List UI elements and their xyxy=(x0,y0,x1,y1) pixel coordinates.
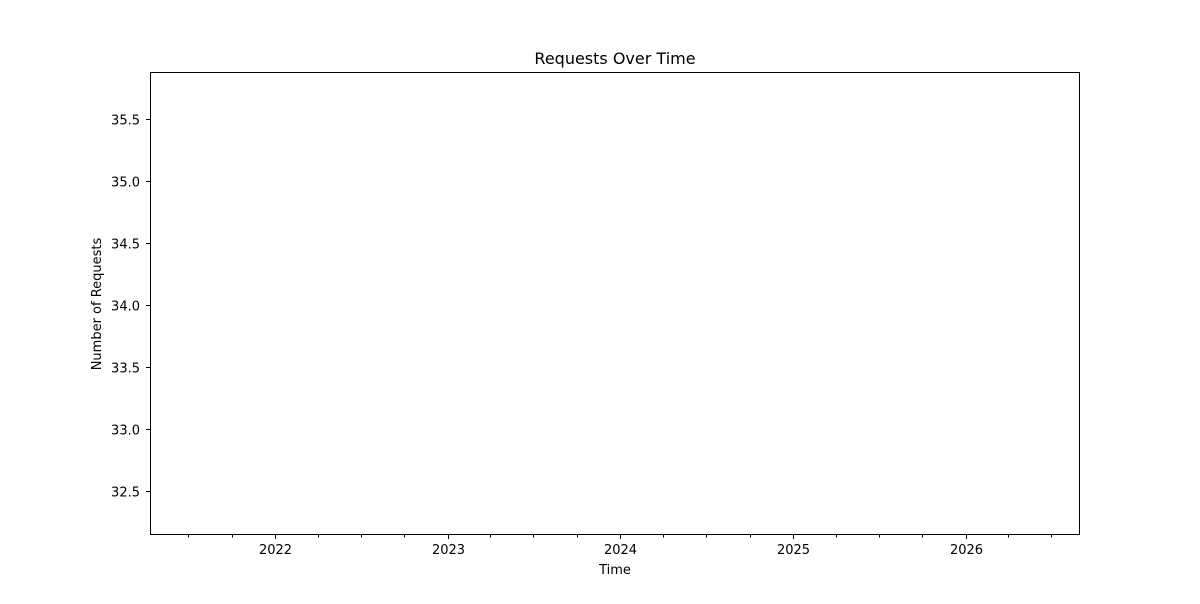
y-tick-label: 34.5 xyxy=(111,238,140,253)
plot-area-frame xyxy=(150,72,1080,535)
y-tick-label: 35.5 xyxy=(111,114,140,129)
x-tick-label: 2024 xyxy=(604,543,637,558)
x-tick-label: 2026 xyxy=(950,543,983,558)
x-axis-label: Time xyxy=(598,563,631,578)
y-tick-label: 34.0 xyxy=(111,300,140,315)
y-axis-label: Number of Requests xyxy=(90,237,105,370)
y-tick-label: 33.5 xyxy=(111,362,140,377)
axis-ticks: 2022 2023 2024 2025 2026 32.5 33.0 33.5 34.0 34.5… xyxy=(111,114,1052,558)
y-tick-label: 32.5 xyxy=(111,486,140,501)
chart-title: Requests Over Time xyxy=(534,49,695,68)
x-tick-label: 2022 xyxy=(259,543,292,558)
y-tick-label: 33.0 xyxy=(111,424,140,439)
y-tick-label: 35.0 xyxy=(111,176,140,191)
x-tick-label: 2023 xyxy=(432,543,465,558)
x-tick-label: 2025 xyxy=(777,543,810,558)
